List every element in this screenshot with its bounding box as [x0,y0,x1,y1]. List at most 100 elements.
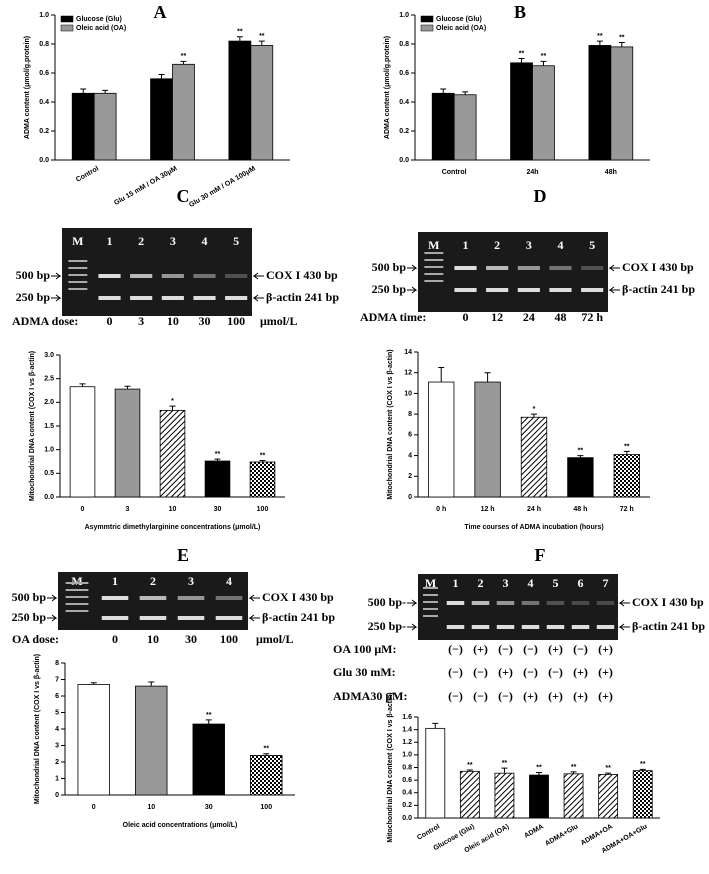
band [571,625,590,629]
band [521,625,540,629]
row-label: ADMA time: [360,310,426,324]
row-value: 30 [185,632,197,646]
row-label: ADMA dose: [12,314,78,328]
y-tick-label: 1.2 [402,739,412,746]
x-tick-label: 48h [605,169,617,176]
ladder-band [424,266,444,268]
bar [135,685,168,796]
y-tick-label: 0.8 [402,764,412,771]
bar [69,386,96,498]
y-tick-label: 0.6 [39,70,49,77]
row-value: 0 [112,632,118,646]
panel-title: C [177,186,190,206]
y-tick-label: 7 [55,676,59,683]
ladder-label: 500 bp [372,260,407,274]
arrow [407,264,418,272]
band [486,266,509,270]
band [98,274,121,278]
ladder-band [68,288,88,290]
bar [563,773,584,819]
significance: ** [502,760,508,767]
error-bar [169,405,176,411]
band [521,601,540,605]
gel-image [418,574,618,640]
gel-marker: M [428,238,439,252]
band [161,296,184,300]
significance: ** [259,33,265,40]
y-tick-label: 0.2 [402,802,412,809]
lane-number: 4 [558,238,564,252]
y-tick-label: 0 [408,494,412,501]
lane-number: 5 [553,576,559,590]
ladder-band [65,582,89,584]
row-value: (+) [573,689,588,703]
row-value: 0 [463,310,469,324]
y-tick-label: 0.2 [399,128,409,135]
error-bar [79,383,86,387]
x-tick-label: 10 [147,804,155,811]
bar [93,92,117,161]
row-label: OA dose: [12,632,59,646]
ladder-band [424,259,444,261]
y-tick-label: 1.5 [44,423,54,430]
row-value: (−) [448,689,463,703]
ladder-label: 500 bp [12,590,47,604]
significance: ** [536,764,542,771]
lane-number: 1 [107,234,113,248]
x-tick-label: 24 h [527,506,541,513]
row-value: 3 [138,314,144,328]
y-tick-label: 1.0 [39,12,49,19]
y-axis-title: ADMA content (μmol/g.protein) [384,36,391,139]
band [581,266,604,270]
y-tick-label: 1.0 [44,447,54,454]
bar [71,92,95,161]
band [471,625,490,629]
lane-number: 4 [226,574,232,588]
band [101,616,129,620]
y-axis-title: Mitochondrial DNA content (COX I vs β-ac… [387,692,394,842]
lane-number: 5 [589,238,595,252]
row-value: (−) [498,642,513,656]
error-bar [577,455,584,458]
error-bar [80,88,87,94]
x-axis-title: Asymmtric dimethylarginine concentration… [85,524,261,531]
gel-image [58,572,248,630]
bar [204,460,231,498]
band-label: β-actin 241 bp [622,282,695,296]
error-bar [258,40,265,46]
error-bar [518,58,525,63]
row-value: (−) [448,665,463,679]
x-tick-label: ADMA [523,823,545,840]
row-value: (−) [473,689,488,703]
error-bar [263,753,270,756]
bar [192,723,225,796]
x-tick-label: Control [442,169,467,176]
error-bar [605,772,612,775]
row-value: 100 [220,632,238,646]
band [549,288,572,292]
error-bar [432,722,439,729]
x-tick-label: 100 [260,804,272,811]
row-value: 10 [147,632,159,646]
significance: ** [541,53,547,60]
arrow [47,594,58,602]
significance: ** [624,443,630,450]
significance: ** [619,34,625,41]
row-value: (+) [598,665,613,679]
y-tick-label: 0.0 [44,494,54,501]
y-tick-label: 3.0 [44,352,54,359]
bar [632,770,653,819]
band [101,596,129,600]
bar [474,381,501,498]
band-label: COX I 430 bp [622,260,694,274]
error-bar [180,60,187,65]
significance: ** [605,765,611,772]
bar [250,45,274,161]
error-bar [540,60,547,66]
significance: ** [206,712,212,719]
x-tick-label: 10 [169,506,177,513]
row-value: (−) [523,642,538,656]
ladder-band [68,281,88,283]
arrow [407,286,418,294]
x-tick-label: 30 [214,506,222,513]
